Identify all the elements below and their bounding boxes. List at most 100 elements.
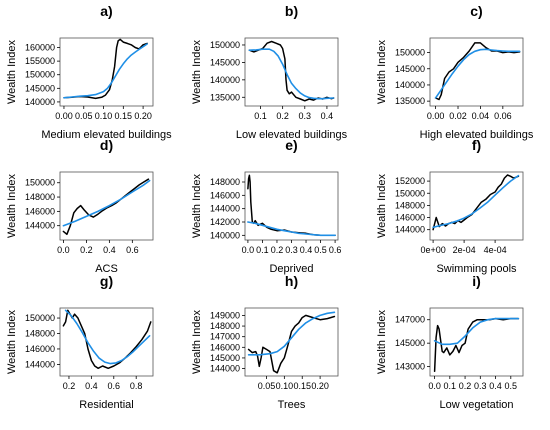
x-tick-label: 0.3	[285, 245, 298, 255]
x-tick-label: 0.0	[242, 245, 255, 255]
x-tick-label: 0.5	[314, 245, 327, 255]
x-tick-label: 0.2	[271, 245, 284, 255]
y-tick-label: 146000	[25, 344, 55, 354]
x-axis-title: Medium elevated buildings	[41, 129, 172, 141]
x-tick-label: 0.3	[474, 381, 487, 391]
x-tick-label: 0.3	[299, 111, 312, 121]
x-axis-title: Trees	[278, 399, 306, 411]
blue-series-line	[432, 174, 520, 229]
y-tick-label: 148000	[25, 329, 55, 339]
y-tick-label: 140000	[210, 75, 240, 85]
y-tick-label: 140000	[210, 230, 240, 240]
x-tick-label: 0.6	[108, 381, 121, 391]
x-tick-label: 0.2	[459, 381, 472, 391]
x-tick-label: 0.2	[276, 111, 289, 121]
x-tick-label: 0.15	[115, 111, 133, 121]
y-tick-label: 145000	[395, 64, 425, 74]
y-axis-title: Wealth Index	[6, 174, 18, 239]
x-tick-label: 0.15	[293, 381, 311, 391]
panel-letter: b)	[285, 3, 298, 19]
x-axis-title: Residential	[79, 399, 133, 411]
x-tick-label: 0.1	[444, 381, 457, 391]
y-tick-label: 135000	[395, 96, 425, 106]
x-tick-label: 0.02	[449, 111, 467, 121]
x-tick-label: 0.8	[130, 381, 143, 391]
y-tick-label: 145000	[25, 83, 55, 93]
x-axis-title: High elevated buildings	[420, 129, 534, 141]
plot-frame	[59, 171, 154, 241]
x-tick-label: 0.6	[126, 245, 139, 255]
y-tick-label: 140000	[395, 80, 425, 90]
blue-series-line	[247, 221, 336, 237]
panel-letter: g)	[100, 273, 113, 289]
y-tick-label: 144000	[25, 359, 55, 369]
y-tick-label: 150000	[25, 313, 55, 323]
x-tick-label: 0.1	[254, 111, 267, 121]
x-axis-title: Swimming pools	[436, 263, 517, 275]
black-series-line	[62, 309, 152, 370]
plot-frame	[244, 171, 339, 241]
x-tick-label: 0.4	[300, 245, 313, 255]
black-series-line	[434, 42, 521, 101]
blue-series-line	[63, 43, 148, 99]
y-tick-label: 147000	[210, 332, 240, 342]
x-tick-label: 0.20	[311, 381, 329, 391]
panel-f: f) 144000 146000 148000 150000 152000 0e+00 2e-…	[376, 137, 524, 275]
x-tick-label: 0.05	[258, 381, 276, 391]
y-tick-label: 148000	[395, 200, 425, 210]
panel-letter: c)	[470, 3, 482, 19]
x-tick-label: 0.0	[57, 245, 70, 255]
blue-series-line	[247, 311, 336, 356]
blue-series-line	[62, 179, 151, 227]
y-tick-label: 152000	[395, 176, 425, 186]
y-tick-label: 144000	[210, 364, 240, 374]
y-tick-label: 135000	[210, 92, 240, 102]
y-tick-label: 140000	[25, 97, 55, 107]
plot-frame	[429, 37, 524, 107]
x-tick-label: 0.4	[321, 111, 334, 121]
y-tick-label: 160000	[25, 43, 55, 53]
plot-frame	[59, 37, 154, 107]
x-tick-label: 0.06	[494, 111, 512, 121]
panel-letter: h)	[285, 273, 298, 289]
y-tick-label: 146000	[395, 213, 425, 223]
x-tick-label: 0.00	[427, 111, 445, 121]
x-tick-label: 0.4	[103, 245, 116, 255]
panel-letter: d)	[100, 137, 113, 153]
y-tick-label: 150000	[25, 70, 55, 80]
y-axis-title: Wealth Index	[191, 174, 203, 239]
panel-letter: a)	[100, 3, 112, 19]
x-tick-label: 0.04	[472, 111, 490, 121]
y-axis-title: Wealth Index	[376, 40, 388, 105]
x-tick-label: 0.2	[80, 245, 93, 255]
black-series-line	[62, 178, 150, 236]
y-axis-title: Wealth Index	[191, 40, 203, 105]
y-tick-label: 144000	[25, 221, 55, 231]
x-tick-label: 2e-04	[453, 245, 476, 255]
panel-g: g) 144000 146000 148000 150000 0.2 0.4 0.6 0.8 We…	[6, 273, 154, 411]
y-tick-label: 148000	[210, 321, 240, 331]
x-tick-label: 0.4	[489, 381, 502, 391]
blue-series-line	[434, 48, 521, 99]
y-axis-title: Wealth Index	[6, 310, 18, 375]
y-tick-label: 148000	[210, 177, 240, 187]
panel-d: d) 144000 146000 148000 150000 0.0 0.2 0.4 0.6 We…	[6, 137, 154, 275]
y-tick-label: 146000	[210, 190, 240, 200]
y-tick-label: 148000	[25, 192, 55, 202]
x-tick-label: 4e-04	[484, 245, 507, 255]
y-tick-label: 145000	[210, 57, 240, 67]
x-axis-title: Low vegetation	[440, 399, 514, 411]
x-tick-label: 0.4	[85, 381, 98, 391]
y-tick-label: 155000	[25, 56, 55, 66]
y-tick-label: 150000	[210, 40, 240, 50]
x-tick-label: 0.1	[256, 245, 269, 255]
y-axis-title: Wealth Index	[191, 310, 203, 375]
x-tick-label: 0.20	[134, 111, 152, 121]
y-tick-label: 150000	[395, 48, 425, 58]
blue-series-line	[64, 309, 151, 365]
black-series-line	[248, 40, 335, 102]
black-series-line	[63, 38, 148, 100]
panel-i: i) 143000 145000 147000 0.0 0.1 0.2 0.3 0.4 0.5 We…	[376, 273, 524, 411]
